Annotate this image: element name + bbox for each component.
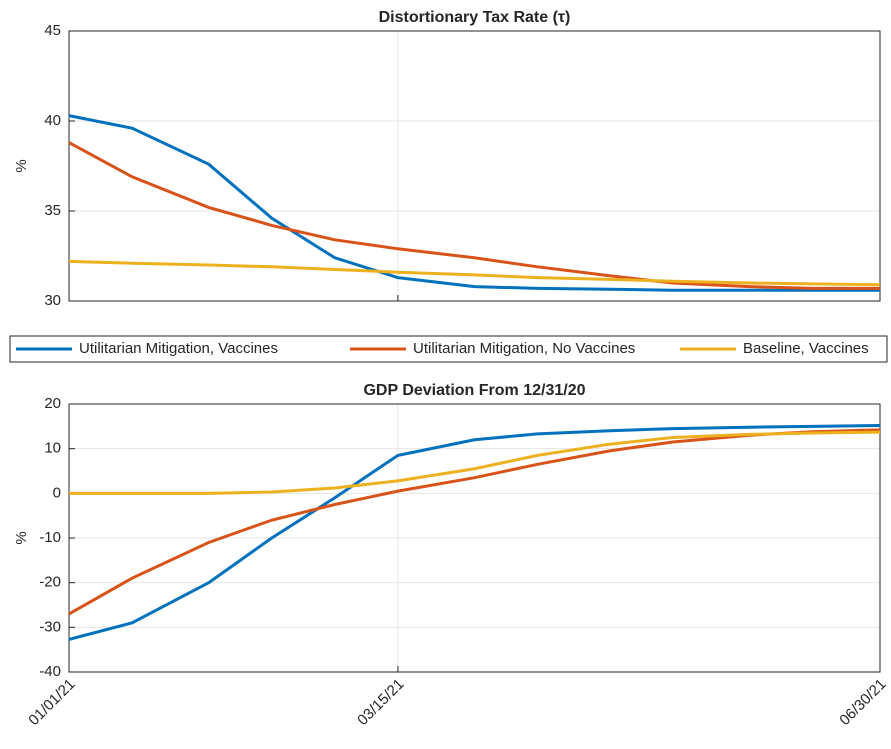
y-axis-label: % — [13, 159, 30, 172]
y-tick-label: -10 — [39, 529, 61, 546]
line — [68, 114, 880, 292]
y-tick-label: -40 — [39, 663, 61, 680]
chart-title: GDP Deviation From 12/31/20 — [363, 382, 585, 399]
legend-label: Utilitarian Mitigation, No Vaccines — [413, 340, 635, 357]
line — [68, 423, 881, 641]
y-axis-label: % — [13, 531, 30, 544]
plot-area — [69, 31, 880, 301]
y-tick-label: 40 — [44, 112, 61, 129]
legend-label: Baseline, Vaccines — [743, 340, 869, 357]
legend — [9, 335, 888, 363]
chart-title: Distortionary Tax Rate (τ) — [379, 9, 571, 26]
x-tick-label: 06/30/21 — [836, 676, 889, 729]
x-tick-label: 03/15/21 — [354, 676, 407, 729]
line — [68, 259, 881, 287]
y-tick-label: 0 — [53, 484, 61, 501]
y-tick-label: 35 — [44, 202, 61, 219]
line — [69, 430, 881, 495]
y-tick-label: 20 — [44, 395, 61, 412]
y-tick-label: 45 — [44, 22, 61, 39]
x-tick-label: 01/01/21 — [25, 676, 78, 729]
y-tick-label: -30 — [39, 618, 61, 635]
y-tick-label: -20 — [39, 574, 61, 591]
legend-label: Utilitarian Mitigation, Vaccines — [79, 340, 278, 357]
axes-box — [68, 30, 881, 302]
y-tick-label: 10 — [44, 440, 61, 457]
y-tick-label: 30 — [44, 292, 61, 309]
line — [68, 141, 880, 290]
axes-box — [68, 403, 881, 673]
